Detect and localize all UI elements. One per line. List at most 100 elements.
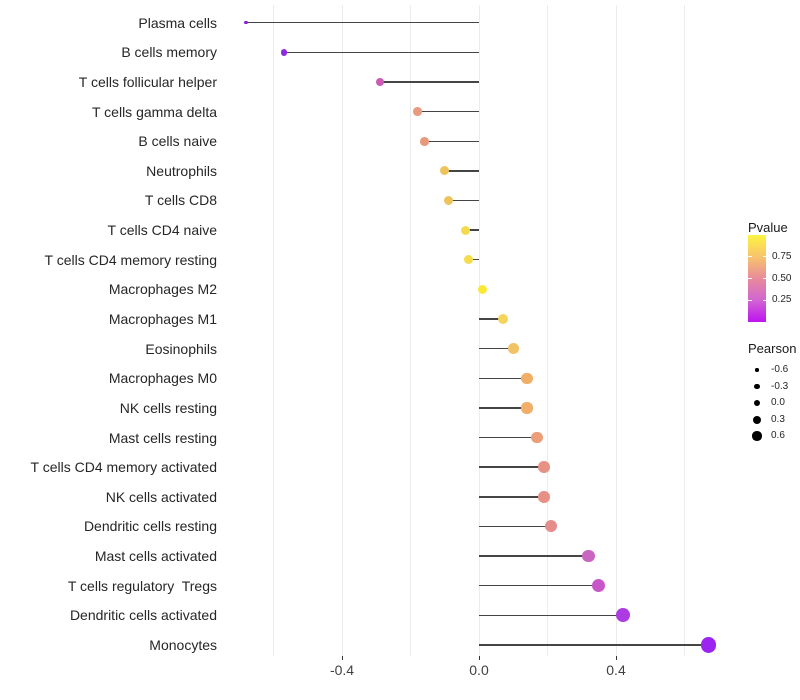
pearson-legend-label: 0.3 xyxy=(771,413,785,425)
pearson-legend-label: 0.6 xyxy=(771,430,785,441)
lollipop-stick xyxy=(424,140,479,142)
y-axis-label: Macrophages M1 xyxy=(108,311,217,328)
pearson-legend-label: -0.3 xyxy=(771,380,789,392)
pearson-legend-label: -0.6 xyxy=(771,364,789,375)
x-axis-tick-label: -0.4 xyxy=(329,662,355,678)
data-point-dot xyxy=(477,284,488,295)
data-point-dot xyxy=(419,136,429,146)
panel-gridline xyxy=(684,5,685,656)
y-axis-label: Mast cells resting xyxy=(108,429,217,446)
y-axis-label: Monocytes xyxy=(149,636,217,653)
data-point-dot xyxy=(460,225,470,235)
colorbar-tick-label: 0.50 xyxy=(772,272,792,284)
colorbar-tick xyxy=(748,277,752,280)
panel-gridline xyxy=(410,5,411,656)
pearson-legend-label: 0.0 xyxy=(771,397,785,408)
y-axis-label: NK cells resting xyxy=(119,399,217,416)
data-point-dot xyxy=(464,255,474,265)
panel-gridline xyxy=(273,5,274,656)
colorbar-tick xyxy=(762,277,766,280)
pvalue-legend-title: Pvalue xyxy=(748,220,788,235)
y-axis-label: T cells follicular helper xyxy=(78,73,217,90)
pearson-legend-dot xyxy=(754,383,760,390)
y-axis-label: Dendritic cells resting xyxy=(83,518,217,535)
data-point-dot xyxy=(592,579,606,593)
lollipop-stick xyxy=(468,259,479,261)
y-axis-label: B cells naive xyxy=(138,133,217,150)
data-point-dot xyxy=(280,49,287,56)
panel-gridline xyxy=(478,5,480,656)
data-point-dot xyxy=(497,313,509,325)
x-axis-tick-label: 0.4 xyxy=(606,662,626,678)
data-point-dot xyxy=(538,491,550,503)
lollipop-stick xyxy=(479,318,503,320)
y-axis-label: Eosinophils xyxy=(145,340,217,357)
y-axis-label: Mast cells activated xyxy=(94,548,217,565)
lollipop-stick xyxy=(479,555,589,557)
y-axis-label: NK cells activated xyxy=(105,488,217,505)
colorbar-tick xyxy=(748,256,752,258)
x-axis-tick-label: 0.0 xyxy=(469,662,489,678)
lollipop-stick xyxy=(448,199,479,202)
pearson-legend-dot xyxy=(752,431,762,441)
y-axis-label: Macrophages M0 xyxy=(108,370,217,387)
lollipop-stick xyxy=(479,496,545,498)
data-point-dot xyxy=(413,107,422,116)
y-axis-label: Plasma cells xyxy=(138,14,217,31)
data-point-dot xyxy=(582,549,595,563)
data-point-dot xyxy=(700,637,717,653)
y-axis-label: T cells CD4 memory resting xyxy=(44,251,217,268)
lollipop-stick xyxy=(379,81,479,83)
lollipop-stick xyxy=(479,614,623,617)
pvalue-colorbar-gradient xyxy=(748,235,766,322)
pearson-legend-dot xyxy=(753,399,761,407)
y-axis-label: T cells CD4 memory activated xyxy=(30,459,217,476)
y-axis-label: T cells regulatory Tregs xyxy=(67,577,217,594)
data-point-dot xyxy=(544,520,557,533)
data-point-dot xyxy=(521,402,533,414)
y-axis-label: Neutrophils xyxy=(146,162,217,179)
lollipop-stick xyxy=(417,110,479,113)
data-point-dot xyxy=(507,343,519,355)
colorbar-tick xyxy=(748,299,752,301)
data-point-dot xyxy=(443,195,453,205)
colorbar-tick xyxy=(762,256,766,258)
panel-gridline xyxy=(341,5,343,656)
y-axis-label: T cells CD8 xyxy=(144,192,217,209)
x-axis-tick xyxy=(341,656,343,660)
x-axis-tick xyxy=(478,656,480,660)
lollipop-stick xyxy=(479,407,527,409)
lollipop-stick xyxy=(479,377,527,379)
lollipop-stick xyxy=(479,436,538,439)
lollipop-stick xyxy=(479,466,545,468)
panel-gridline xyxy=(615,5,617,656)
data-point-dot xyxy=(375,77,384,86)
lollipop-stick xyxy=(479,644,709,646)
pearson-legend-dot xyxy=(755,368,759,372)
data-point-dot xyxy=(538,461,550,473)
lollipop-stick xyxy=(444,170,479,172)
lollipop-stick xyxy=(465,229,479,231)
lollipop-stick xyxy=(479,525,551,528)
colorbar-tick-label: 0.75 xyxy=(772,250,792,262)
data-point-dot xyxy=(244,20,248,25)
panel-gridline xyxy=(547,5,548,656)
colorbar-tick xyxy=(762,299,766,301)
pearson-legend-title: Pearson xyxy=(748,341,797,356)
data-point-dot xyxy=(440,166,450,176)
lollipop-stick xyxy=(479,585,599,587)
lollipop-stick xyxy=(479,347,514,350)
y-axis-label: Dendritic cells activated xyxy=(69,607,217,624)
lollipop-stick xyxy=(283,51,479,54)
y-axis-label: T cells CD4 naive xyxy=(107,222,217,239)
data-point-dot xyxy=(521,372,533,384)
data-point-dot xyxy=(531,431,544,444)
data-point-dot xyxy=(615,608,630,623)
y-axis-label: Macrophages M2 xyxy=(108,281,217,298)
pearson-legend-dot xyxy=(753,415,761,424)
y-axis-label: T cells gamma delta xyxy=(91,103,217,120)
y-axis-label: B cells memory xyxy=(121,44,217,61)
lollipop-stick xyxy=(246,22,479,24)
x-axis-tick xyxy=(615,656,617,660)
